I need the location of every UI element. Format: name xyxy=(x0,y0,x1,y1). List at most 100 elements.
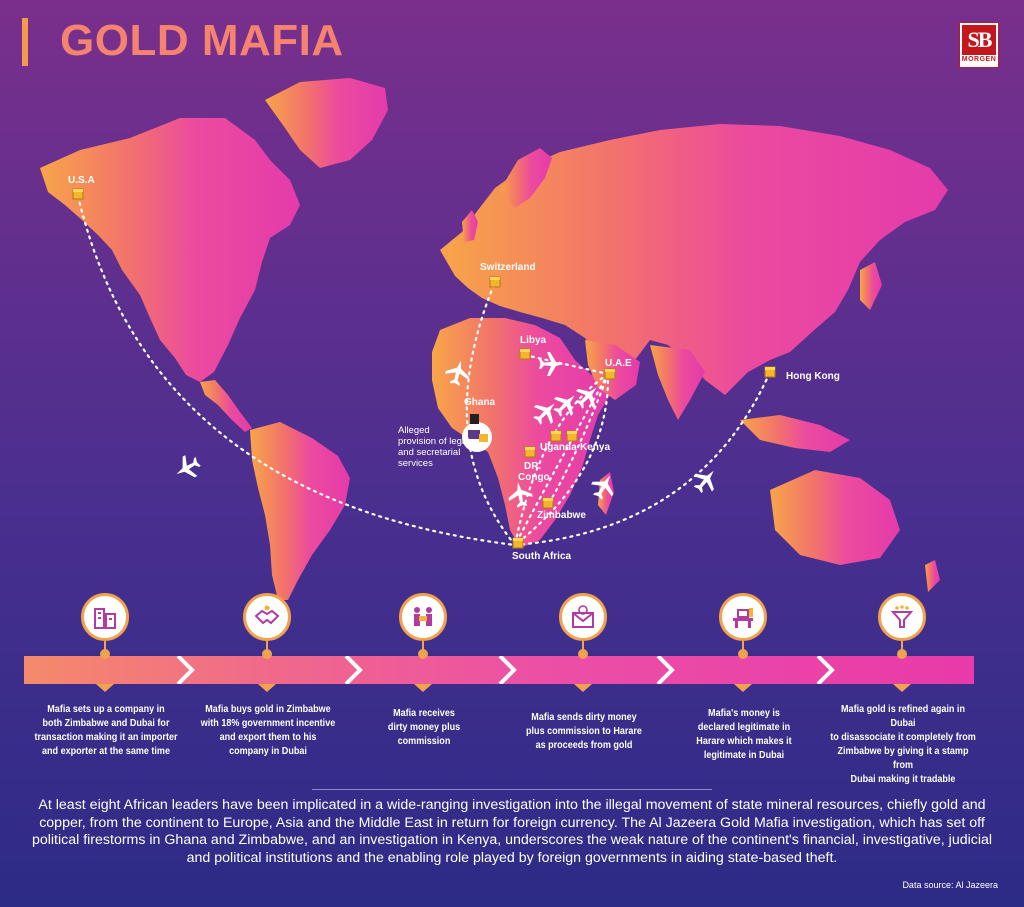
japan-shape xyxy=(860,262,882,310)
step-5-line-2: declared legitimate in xyxy=(697,721,791,733)
note-line-3: and secretarial xyxy=(398,447,460,458)
step-4-line-1: Mafia sends dirty money xyxy=(531,711,637,723)
eurasia-shape xyxy=(440,124,948,395)
logo-wordmark: MORGEN xyxy=(961,56,997,63)
route-south-africa-hong-kong xyxy=(513,370,772,547)
step-6-line-3: Zimbabwe by giving it a stamp from xyxy=(837,745,969,771)
uk-shape xyxy=(462,210,478,242)
step-pin xyxy=(100,649,110,659)
step-connector xyxy=(901,641,903,653)
office-desk-icon xyxy=(719,593,767,641)
step-pin xyxy=(897,649,907,659)
chevron-right-icon xyxy=(656,656,675,684)
step-4-line-3: as proceeds from gold xyxy=(535,739,633,751)
envelope-money-icon xyxy=(559,593,607,641)
route-south-africa-switzerland xyxy=(465,280,517,547)
process-timeline-bar xyxy=(24,656,974,684)
gold-box-icon-dr-congo xyxy=(524,446,536,458)
step-6-line-4: Dubai making it tradable xyxy=(850,773,956,785)
gold-box-icon-kenya xyxy=(566,430,578,442)
step-1-line-3: transaction making it an importer xyxy=(34,731,178,743)
step-pin xyxy=(578,649,588,659)
logo-monogram: SB xyxy=(962,25,996,55)
north-america-shape xyxy=(40,118,300,382)
step-pointer xyxy=(574,684,592,692)
note-line-2: provision of legal xyxy=(398,436,469,447)
label-zimbabwe: Zimbabwe xyxy=(537,510,586,521)
step-connector xyxy=(582,641,584,653)
chevron-right-icon xyxy=(816,656,835,684)
gold-box-icon-hong-kong xyxy=(764,366,776,378)
step-1-text: Mafia sets up a company in both Zimbabwe… xyxy=(33,702,179,758)
label-kenya: Kenya xyxy=(580,442,610,453)
step-3-line-1: Mafia receives xyxy=(393,707,455,719)
step-2-line-4: company in Dubai xyxy=(229,745,307,757)
title-accent-bar xyxy=(22,18,28,66)
brand-logo: SB MORGEN xyxy=(959,22,999,68)
south-america-shape xyxy=(250,422,350,600)
step-5-line-3: Harare which makes it xyxy=(696,735,792,747)
step-5-line-1: Mafia's money is xyxy=(708,707,780,719)
chevron-right-icon xyxy=(498,656,517,684)
route-uae-south-africa-a xyxy=(513,372,610,547)
label-usa: U.S.A xyxy=(68,175,95,186)
note-line-1: Alleged xyxy=(398,425,430,436)
step-6-text: Mafia gold is refined again in Dubai to … xyxy=(830,702,976,786)
gold-box-icon-usa xyxy=(72,188,84,200)
australia-shape xyxy=(770,470,900,565)
step-pointer xyxy=(96,684,114,692)
label-dr-congo-line1: DR. xyxy=(524,461,541,472)
step-pin xyxy=(738,649,748,659)
route-libya-uae xyxy=(523,353,610,376)
label-south-africa: South Africa xyxy=(512,551,572,562)
southeast-asia-shape xyxy=(740,415,850,452)
route-uae-zimbabwe xyxy=(546,372,610,507)
step-5-text: Mafia's money is declared legitimate in … xyxy=(671,706,817,762)
plane-icon-americas xyxy=(170,451,205,485)
step-connector xyxy=(422,641,424,653)
step-6-line-2: to disassociate it completely from xyxy=(830,731,976,743)
gold-box-icon-switzerland xyxy=(489,276,501,288)
step-2-line-1: Mafia buys gold in Zimbabwe xyxy=(205,703,331,715)
step-connector xyxy=(742,641,744,653)
data-source: Data source: Al Jazeera xyxy=(902,880,998,890)
gold-box-icon-uae xyxy=(604,368,616,380)
note-line-4: services xyxy=(398,458,433,469)
greenland-shape xyxy=(265,78,388,168)
step-6-line-1: Mafia gold is refined again in Dubai xyxy=(841,703,965,729)
label-uae: U.A.E xyxy=(605,358,632,369)
step-connector xyxy=(266,641,268,653)
gold-box-icon-zimbabwe xyxy=(542,497,554,509)
trade-routes xyxy=(76,194,772,547)
india-shape xyxy=(650,345,705,420)
step-1-line-1: Mafia sets up a company in xyxy=(47,703,165,715)
label-switzerland: Switzerland xyxy=(480,262,536,273)
world-map: U.S.A Switzerland Libya U.A.E Hong Kong … xyxy=(40,78,948,600)
step-5-line-4: legitimate in Dubai xyxy=(703,749,785,761)
step-1-line-2: both Zimbabwe and Dubai for xyxy=(42,717,170,729)
gold-box-icon-uganda xyxy=(550,430,562,442)
step-pointer xyxy=(414,684,432,692)
step-connector xyxy=(104,641,106,653)
step-1-line-4: and exporter at the same time xyxy=(42,745,170,757)
route-uae-south-africa-b xyxy=(513,372,610,547)
step-pin xyxy=(262,649,272,659)
gold-box-icon-south-africa xyxy=(512,537,524,549)
route-uae-south-africa-c xyxy=(513,372,610,547)
central-america-shape xyxy=(200,380,252,432)
scandinavia-shape xyxy=(500,148,552,208)
money-exchange-icon xyxy=(399,593,447,641)
chevron-right-icon xyxy=(344,656,363,684)
step-3-line-2: dirty money plus xyxy=(387,721,461,733)
step-pin xyxy=(418,649,428,659)
label-ghana: Ghana xyxy=(464,397,496,408)
office-building-icon xyxy=(81,593,129,641)
step-2-line-2: with 18% government incentive xyxy=(200,717,336,729)
chevron-right-icon xyxy=(176,656,195,684)
page-title: GOLD MAFIA xyxy=(60,16,344,65)
refining-funnel-icon xyxy=(878,593,926,641)
step-2-text: Mafia buys gold in Zimbabwe with 18% gov… xyxy=(195,702,341,758)
step-pointer xyxy=(734,684,752,692)
step-3-text: Mafia receives dirty money plus commissi… xyxy=(351,706,497,748)
